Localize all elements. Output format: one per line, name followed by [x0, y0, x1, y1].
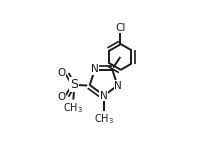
Text: CH$_3$: CH$_3$ [63, 101, 83, 115]
Text: CH$_3$: CH$_3$ [93, 112, 114, 126]
Text: N: N [91, 64, 98, 74]
Text: O: O [57, 68, 65, 78]
Text: N: N [100, 91, 107, 101]
Text: O: O [57, 92, 65, 102]
Text: S: S [70, 78, 78, 91]
Text: N: N [114, 81, 122, 91]
Text: Cl: Cl [116, 23, 126, 33]
